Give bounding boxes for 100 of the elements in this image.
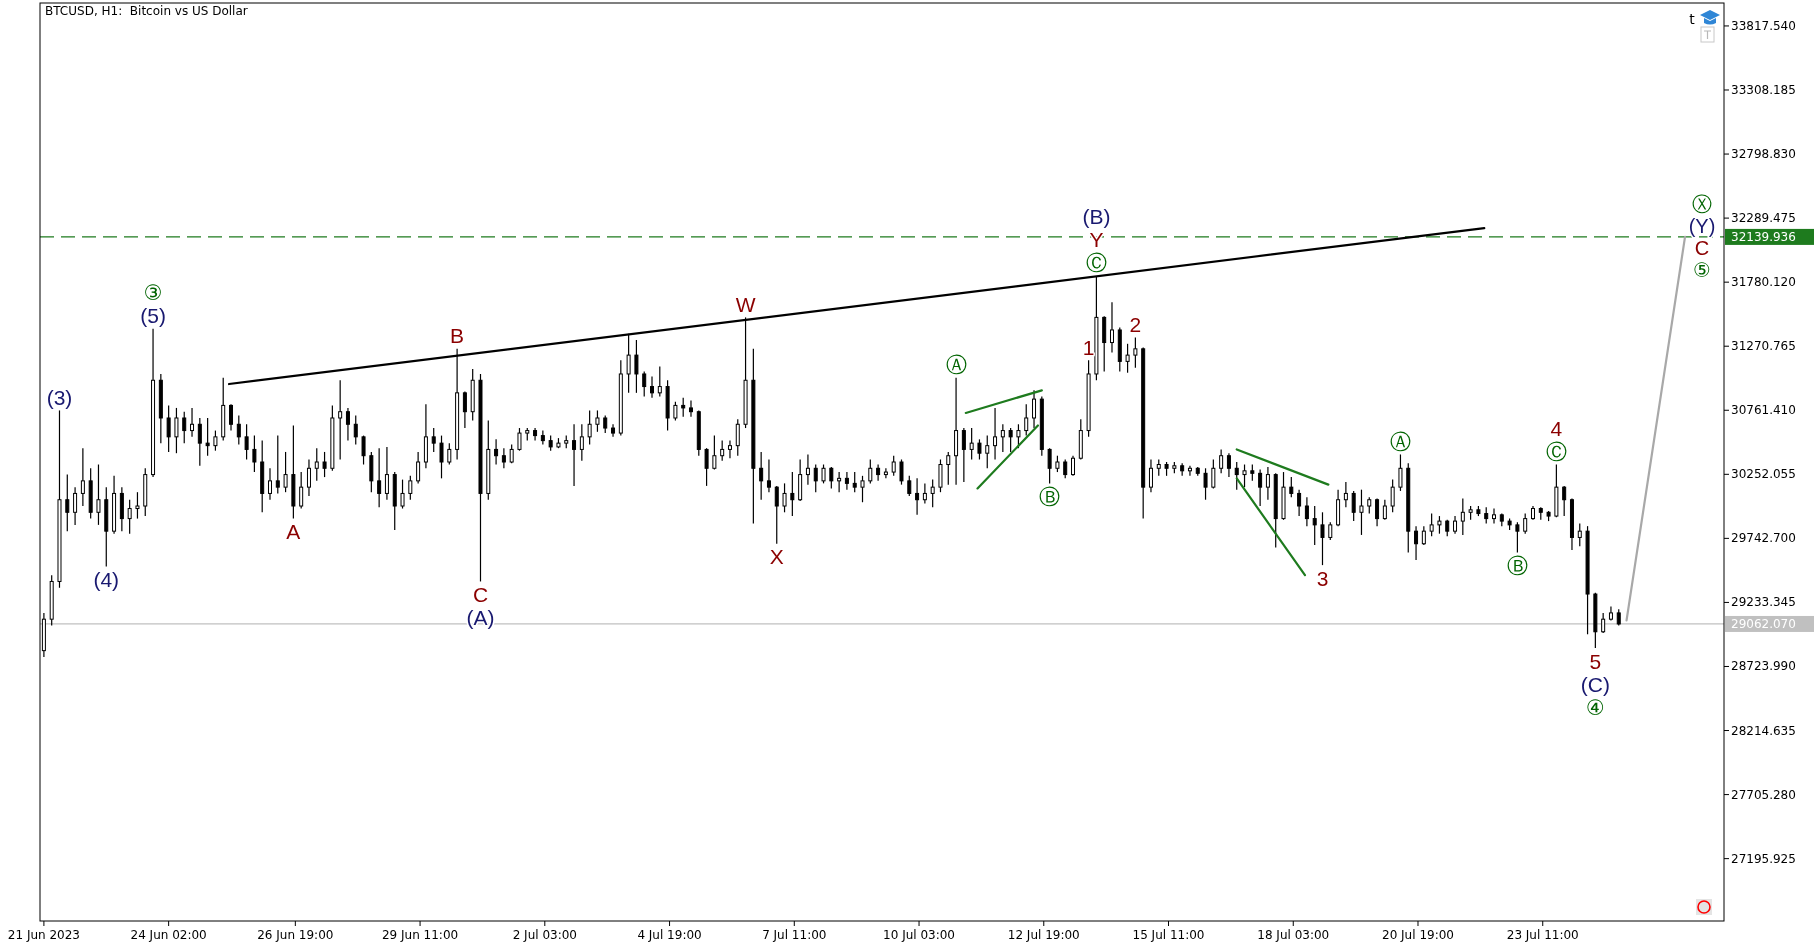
candlestick xyxy=(439,434,444,479)
candlestick xyxy=(1148,458,1153,493)
candlestick xyxy=(759,451,764,501)
candlestick xyxy=(1492,507,1497,525)
y-tick-label: 27705.280 xyxy=(1731,787,1796,802)
y-tick-label: 32798.830 xyxy=(1731,147,1796,162)
candlestick xyxy=(1523,512,1528,535)
candlestick xyxy=(283,451,288,493)
candlestick xyxy=(1414,525,1419,561)
candlestick xyxy=(774,485,779,545)
candlestick xyxy=(930,479,935,508)
candlestick xyxy=(275,434,280,495)
candlestick xyxy=(517,427,522,452)
candlestick xyxy=(1008,427,1013,453)
candlestick xyxy=(712,434,717,471)
annotation: (A) xyxy=(466,605,495,629)
candlestick xyxy=(1187,465,1192,477)
x-tick-label: 24 Jun 02:00 xyxy=(130,928,207,942)
x-tick-label: 15 Jul 11:00 xyxy=(1132,928,1205,942)
candlestick xyxy=(650,375,655,399)
x-tick-label: 21 Jun 2023 xyxy=(7,928,80,942)
candlestick xyxy=(821,463,826,484)
candlestick xyxy=(844,471,849,491)
candlestick xyxy=(1133,336,1138,369)
candlestick xyxy=(938,458,943,493)
annotation: B xyxy=(450,324,465,348)
candlestick xyxy=(977,438,982,461)
candlestick xyxy=(595,409,600,433)
candlestick xyxy=(533,427,538,442)
annotation: Ⓑ xyxy=(1506,554,1528,578)
candlestick xyxy=(73,486,78,526)
candlestick xyxy=(883,467,888,479)
candlestick xyxy=(213,429,218,452)
x-tick-label: 2 Jul 03:00 xyxy=(512,928,577,942)
candlestick xyxy=(447,442,452,466)
candlestick xyxy=(876,463,881,482)
candlestick xyxy=(1343,481,1348,508)
candlestick xyxy=(361,434,366,466)
annotation: 5 xyxy=(1589,649,1602,673)
candlestick xyxy=(322,451,327,478)
candlestick xyxy=(1562,485,1567,517)
candlestick xyxy=(501,447,506,469)
candlestick xyxy=(1601,612,1606,634)
candlestick xyxy=(837,471,842,493)
candlestick xyxy=(1312,505,1317,546)
annotation: A xyxy=(286,520,301,544)
annotation: C xyxy=(1694,236,1710,259)
y-tick-label: 31780.120 xyxy=(1731,275,1796,290)
candlestick xyxy=(1203,467,1208,501)
candlestick xyxy=(338,379,343,461)
candlestick xyxy=(985,434,990,469)
candlestick xyxy=(805,453,810,486)
candlestick xyxy=(860,475,865,503)
y-tick-label: 33817.540 xyxy=(1731,18,1796,33)
y-tick-label: 27195.925 xyxy=(1731,851,1796,866)
candlestick xyxy=(190,407,195,438)
candlestick xyxy=(267,467,272,501)
annotation: (4) xyxy=(93,567,120,591)
candlestick xyxy=(790,471,795,517)
candlestick xyxy=(1351,490,1356,522)
candlestick xyxy=(462,390,467,429)
candlestick xyxy=(400,479,405,510)
candlestick xyxy=(1265,466,1270,501)
candlestick xyxy=(80,447,85,507)
y-tick-label: 32289.475 xyxy=(1731,211,1796,226)
candlestick xyxy=(1577,523,1582,547)
candlestick xyxy=(244,423,249,461)
y-tick-label: 33308.185 xyxy=(1731,83,1796,97)
candlestick xyxy=(1359,489,1364,536)
annotation: (B) xyxy=(1082,205,1111,229)
candlestick xyxy=(766,458,771,493)
annotation: Ⓑ xyxy=(1039,484,1061,508)
candlestick xyxy=(1297,489,1302,517)
candlestick xyxy=(572,423,577,487)
candlestick xyxy=(1211,458,1216,490)
candlestick xyxy=(182,411,187,444)
candlestick xyxy=(587,409,592,445)
y-tick-label: 31270.765 xyxy=(1731,339,1796,354)
candlestick xyxy=(969,427,974,461)
candlestick xyxy=(915,477,920,516)
candlestick xyxy=(1258,468,1263,507)
candlestick xyxy=(127,499,132,535)
candlestick xyxy=(1460,497,1465,536)
annotation: (C) xyxy=(1580,672,1610,696)
candlestick xyxy=(961,427,966,483)
candlestick xyxy=(431,427,436,453)
ref-line-label: 32139.936 xyxy=(1731,229,1796,244)
candlestick xyxy=(416,451,421,484)
annotation: C xyxy=(472,582,489,606)
candlestick xyxy=(891,455,896,477)
candlestick xyxy=(1219,448,1224,474)
candlestick xyxy=(1375,497,1380,527)
candlestick xyxy=(174,407,179,454)
candlestick xyxy=(993,407,998,461)
candlestick xyxy=(1109,301,1114,354)
candlestick xyxy=(1024,403,1029,437)
candlestick xyxy=(299,471,304,510)
candlestick xyxy=(205,417,210,457)
annotation: ⑤ xyxy=(1693,258,1711,281)
candlestick xyxy=(657,365,662,398)
